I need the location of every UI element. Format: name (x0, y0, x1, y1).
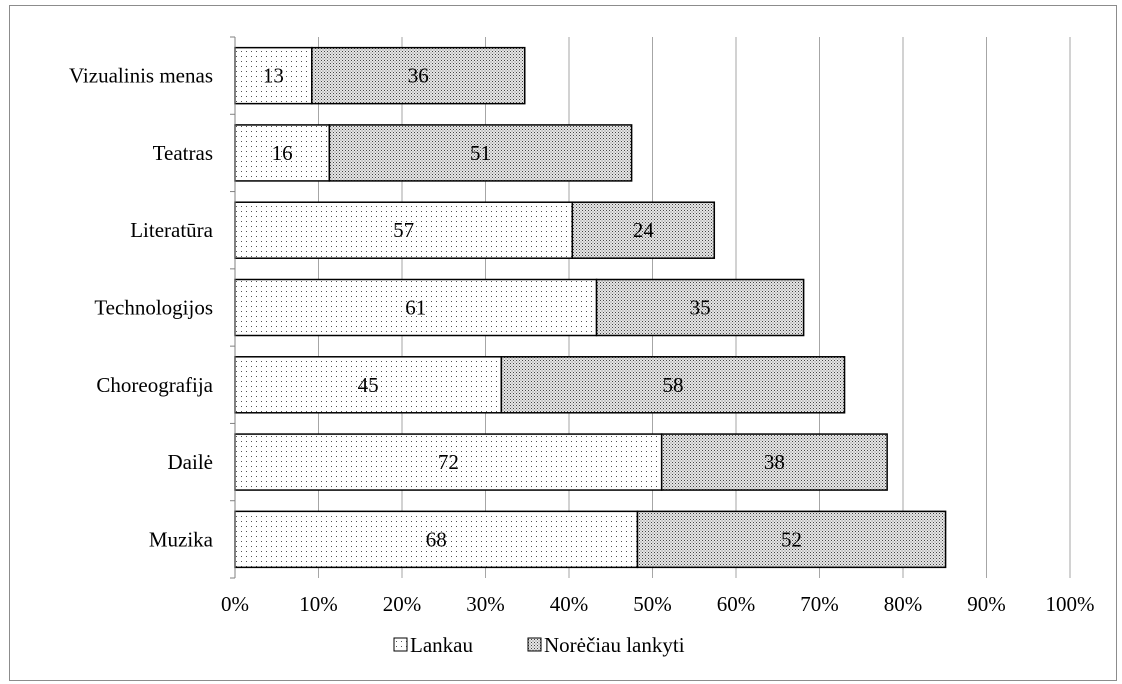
legend-label: Lankau (410, 633, 473, 657)
data-label: 52 (781, 527, 802, 551)
data-label: 13 (263, 64, 284, 88)
x-tick-label: 80% (884, 592, 923, 616)
bars: 13 36 16 51 57 24 61 35 45 58 72 38 68 52 (234, 46, 947, 569)
bar-segment (660, 433, 888, 491)
data-label: 72 (438, 450, 459, 474)
bar-segment (595, 278, 805, 337)
bar-segment (636, 510, 947, 569)
category-label: Choreografija (96, 373, 213, 397)
category-label: Literatūra (130, 218, 213, 242)
category-label: Muzika (149, 527, 214, 551)
bar-segment (328, 124, 633, 182)
x-tick-label: 30% (466, 592, 505, 616)
chart-frame (9, 5, 1117, 681)
bar-segment (311, 46, 526, 105)
x-tick-label: 40% (550, 592, 589, 616)
x-tick-label: 20% (383, 592, 422, 616)
category-label: Dailė (168, 450, 213, 474)
data-label: 35 (690, 296, 711, 320)
bar-segment (571, 201, 716, 259)
legend-swatch (527, 637, 542, 652)
category-label: Technologijos (94, 296, 213, 320)
data-label: 24 (633, 218, 655, 242)
bar-segment (234, 510, 639, 569)
bar-segment (234, 278, 598, 337)
bar-segment (500, 356, 846, 414)
bar-segment (234, 356, 503, 414)
data-label: 58 (662, 373, 683, 397)
x-tick-label: 90% (967, 592, 1006, 616)
legend-swatch (393, 637, 408, 652)
bar-segment (234, 433, 663, 491)
x-tick-label: 60% (717, 592, 756, 616)
x-tick-label: 100% (1046, 592, 1095, 616)
legend-label: Norėčiau lankyti (544, 633, 685, 657)
axes: 0% 10% 20% 30% 40% 50% 60% 70% 80% 90% 100% Vizuali… (69, 36, 1095, 616)
x-tick-label: 70% (800, 592, 839, 616)
data-label: 57 (393, 218, 414, 242)
data-label: 45 (358, 373, 379, 397)
data-label: 16 (272, 141, 293, 165)
legend: Lankau Norėčiau lankyti (393, 633, 685, 657)
data-label: 61 (405, 296, 426, 320)
data-label: 36 (408, 64, 429, 88)
data-label: 51 (470, 141, 491, 165)
data-label: 38 (764, 450, 785, 474)
category-label: Vizualinis menas (69, 64, 213, 88)
x-tick-label: 10% (299, 592, 338, 616)
x-tick-label: 50% (633, 592, 672, 616)
data-label: 68 (426, 527, 447, 551)
category-label: Teatras (153, 141, 213, 165)
x-tick-label: 0% (221, 592, 249, 616)
